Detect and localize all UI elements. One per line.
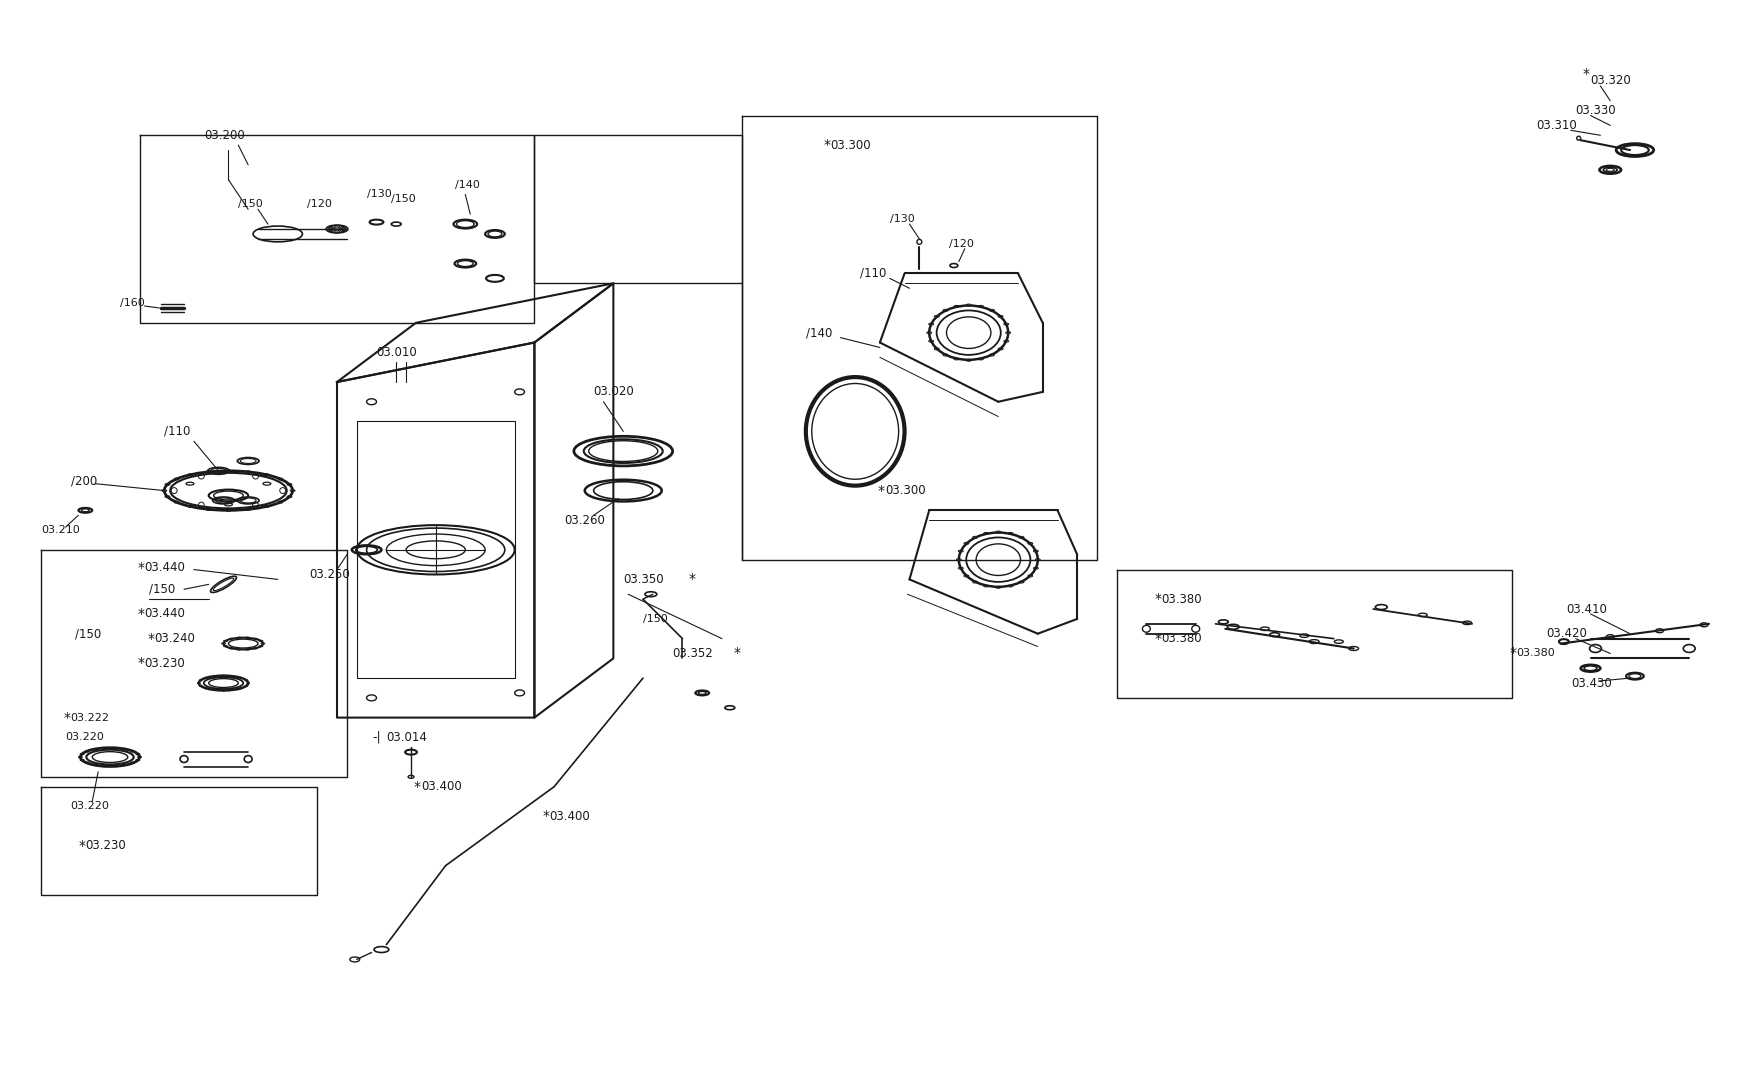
Text: /200: /200 — [71, 474, 97, 487]
Text: *: * — [1581, 67, 1588, 81]
Text: -|: -| — [372, 731, 381, 744]
Text: /120: /120 — [948, 239, 974, 249]
Text: 03.014: 03.014 — [386, 731, 428, 744]
Text: 03.210: 03.210 — [42, 525, 80, 535]
Text: 03.380: 03.380 — [1160, 632, 1202, 645]
Text: 03.440: 03.440 — [144, 608, 186, 621]
Text: 03.240: 03.240 — [155, 632, 195, 645]
Text: 03.400: 03.400 — [550, 810, 590, 823]
Text: *: * — [543, 809, 550, 823]
Text: 03.380: 03.380 — [1160, 593, 1202, 606]
Text: *: * — [137, 656, 144, 670]
Text: 03.220: 03.220 — [66, 732, 104, 743]
Text: 03.250: 03.250 — [310, 568, 350, 581]
Text: 03.260: 03.260 — [563, 514, 605, 526]
Text: 03.200: 03.200 — [203, 128, 245, 141]
Text: *: * — [414, 780, 421, 794]
Text: *: * — [137, 561, 144, 575]
Text: *: * — [148, 631, 155, 645]
Text: 03.300: 03.300 — [885, 484, 925, 498]
Text: *: * — [732, 646, 739, 660]
Text: 03.222: 03.222 — [71, 713, 110, 722]
Text: /150: /150 — [643, 614, 668, 624]
Text: *: * — [1153, 592, 1160, 607]
Text: 03.350: 03.350 — [623, 572, 664, 586]
Text: *: * — [1509, 646, 1516, 660]
Text: 03.380: 03.380 — [1516, 648, 1555, 658]
Text: /150: /150 — [150, 583, 176, 596]
Text: 03.020: 03.020 — [593, 385, 635, 398]
Text: 03.230: 03.230 — [144, 657, 184, 670]
Text: 03.310: 03.310 — [1536, 119, 1576, 132]
Text: 03.220: 03.220 — [71, 801, 110, 811]
Text: /110: /110 — [163, 425, 191, 438]
Text: *: * — [689, 572, 696, 586]
Text: /140: /140 — [805, 326, 831, 339]
Text: 03.330: 03.330 — [1576, 104, 1616, 117]
Text: *: * — [78, 839, 85, 853]
Text: *: * — [137, 607, 144, 621]
Text: /150: /150 — [238, 199, 263, 210]
Text: 03.440: 03.440 — [144, 561, 186, 575]
Text: /130: /130 — [367, 189, 391, 199]
Text: 03.352: 03.352 — [673, 647, 713, 660]
Text: 03.400: 03.400 — [421, 780, 461, 793]
Text: 03.300: 03.300 — [830, 139, 871, 152]
Text: 03.010: 03.010 — [376, 346, 417, 358]
Text: /120: /120 — [308, 199, 332, 210]
Text: *: * — [64, 710, 71, 724]
Text: /150: /150 — [391, 195, 416, 204]
Text: 03.320: 03.320 — [1589, 75, 1631, 88]
Text: 03.420: 03.420 — [1546, 627, 1586, 640]
Text: *: * — [876, 484, 885, 498]
Text: *: * — [823, 138, 830, 152]
Text: /110: /110 — [859, 266, 885, 280]
Text: /140: /140 — [456, 180, 480, 189]
Text: 03.230: 03.230 — [85, 839, 125, 853]
Text: /160: /160 — [120, 299, 144, 308]
Text: /130: /130 — [889, 214, 915, 224]
Text: 03.410: 03.410 — [1565, 602, 1605, 615]
Text: /150: /150 — [75, 627, 101, 640]
Text: 03.430: 03.430 — [1570, 676, 1610, 689]
Text: *: * — [1153, 631, 1160, 645]
